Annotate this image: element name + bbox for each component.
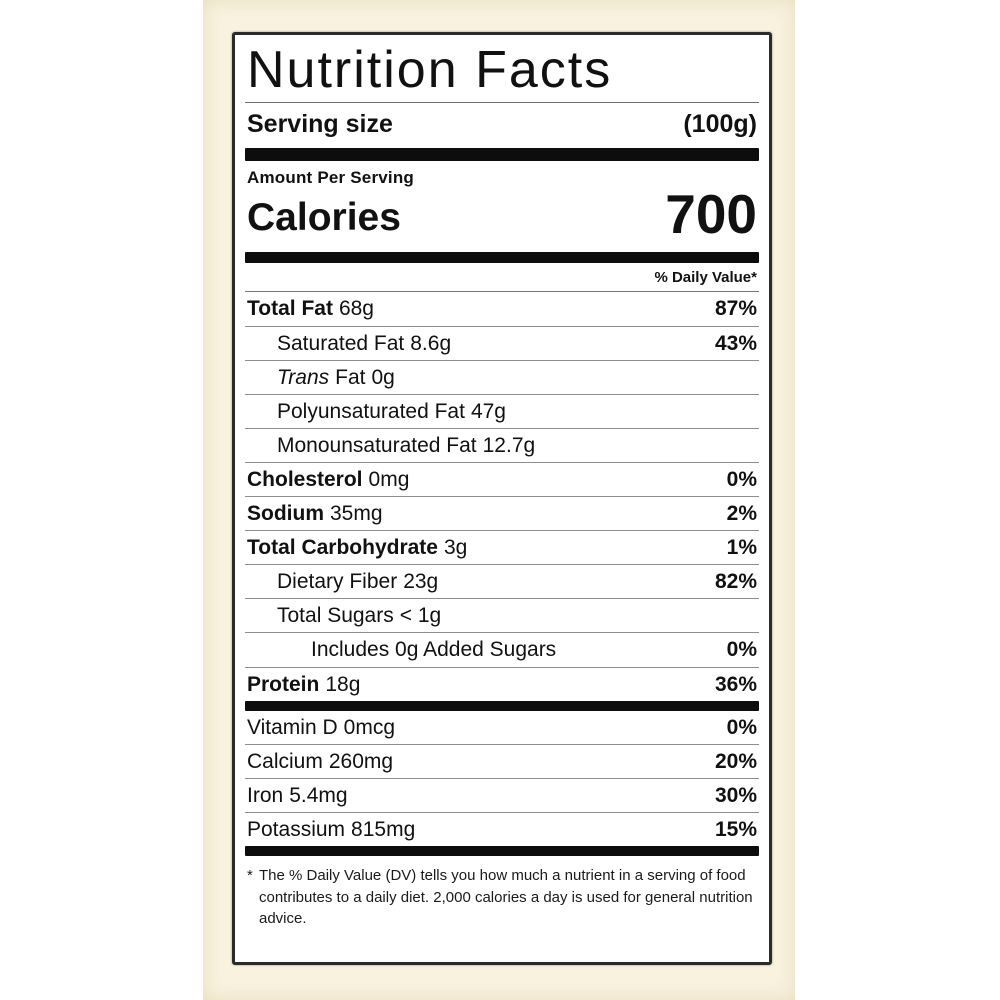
nutrient-name: Iron (247, 783, 284, 807)
micronutrient-row-potassium: Potassium 815mg 15% (245, 813, 759, 846)
serving-size-value: (100g) (683, 110, 757, 139)
nutrient-dv: 30% (714, 783, 757, 807)
daily-value-footnote: * The % Daily Value (DV) tells you how m… (245, 856, 759, 934)
nutrient-name-italic: Trans (277, 365, 330, 389)
nutrient-row-polyunsaturated-fat: Polyunsaturated Fat 47g (245, 395, 759, 429)
nutrient-row-monounsaturated-fat: Monounsaturated Fat 12.7g (245, 429, 759, 463)
nutrient-row-total-fat: Total Fat 68g 87% (245, 292, 759, 327)
nutrient-row-trans-fat: Trans Fat 0g (245, 361, 759, 395)
nutrient-name: Fat (335, 365, 366, 389)
nutrient-dv: 0% (726, 638, 757, 662)
nutrient-name: Potassium (247, 817, 346, 841)
nutrition-facts-label: Nutrition Facts Serving size (100g) Amou… (232, 32, 772, 965)
nutrient-amount: 0mg (368, 467, 410, 491)
nutrient-name: Sodium (247, 502, 324, 526)
nutrient-row-total-sugars: Total Sugars < 1g (245, 599, 759, 634)
label-backdrop: Nutrition Facts Serving size (100g) Amou… (203, 0, 795, 1000)
nutrient-name: Saturated Fat (277, 331, 405, 355)
nutrient-dv: 1% (726, 536, 757, 560)
calories-label: Calories (247, 195, 401, 239)
nutrient-name: Calcium (247, 749, 323, 773)
thick-divider-protein (245, 700, 759, 711)
nutrient-name: Dietary Fiber (277, 570, 398, 594)
micronutrient-row-vitamin-d: Vitamin D 0mcg 0% (245, 711, 759, 745)
nutrient-name: Polyunsaturated Fat (277, 399, 465, 423)
calories-row: Calories 700 (245, 183, 759, 246)
nutrient-row-protein: Protein 18g 36% (245, 668, 759, 701)
nutrient-name: Total Sugars (277, 604, 394, 628)
nutrient-name: Total Fat (247, 297, 333, 321)
label-title: Nutrition Facts (245, 39, 759, 104)
micronutrient-row-calcium: Calcium 260mg 20% (245, 745, 759, 779)
nutrient-name: Monounsaturated Fat (277, 433, 477, 457)
serving-size-label: Serving size (247, 110, 393, 139)
thick-divider-top (245, 148, 759, 162)
nutrient-amount: 18g (325, 672, 361, 696)
nutrient-amount: 3g (443, 536, 468, 560)
daily-value-header: % Daily Value* (245, 263, 759, 293)
nutrient-amount: 260mg (328, 749, 394, 773)
thick-divider-bottom (245, 845, 759, 856)
nutrient-row-added-sugars: Includes 0g Added Sugars 0% (245, 633, 759, 668)
nutrient-dv: 82% (714, 570, 757, 594)
nutrient-row-sodium: Sodium 35mg 2% (245, 497, 759, 532)
nutrient-amount: 815mg (351, 817, 416, 841)
nutrient-amount: 35mg (330, 502, 383, 526)
nutrient-row-saturated-fat: Saturated Fat 8.6g 43% (245, 327, 759, 361)
serving-size-row: Serving size (100g) (245, 103, 759, 148)
nutrient-name: Vitamin D (247, 715, 338, 739)
nutrient-amount: 0g (371, 365, 395, 389)
nutrient-amount: 8.6g (410, 331, 452, 355)
calories-value: 700 (665, 183, 757, 246)
nutrient-dv: 0% (726, 715, 757, 739)
nutrient-dv: 36% (714, 672, 757, 696)
nutrient-amount: 68g (338, 297, 374, 321)
nutrient-name: Total Carbohydrate (247, 536, 438, 560)
nutrient-name: Cholesterol (247, 467, 363, 491)
nutrient-row-total-carbohydrate: Total Carbohydrate 3g 1% (245, 531, 759, 566)
amount-per-serving-label: Amount Per Serving (247, 168, 415, 188)
nutrient-row-dietary-fiber: Dietary Fiber 23g 82% (245, 565, 759, 600)
micronutrient-row-iron: Iron 5.4mg 30% (245, 779, 759, 813)
nutrient-amount: 0mcg (343, 715, 396, 739)
nutrient-dv: 0% (726, 467, 757, 491)
thick-divider-calories (245, 252, 759, 264)
nutrient-amount: < 1g (399, 604, 442, 628)
nutrient-amount: 5.4mg (289, 783, 348, 807)
nutrient-amount: 47g (470, 399, 506, 423)
nutrient-amount: 12.7g (482, 433, 536, 457)
nutrient-dv: 2% (726, 502, 757, 526)
footnote-text: The % Daily Value (DV) tells you how muc… (259, 866, 753, 928)
nutrient-amount: 23g (403, 570, 439, 594)
nutrient-dv: 15% (714, 817, 757, 841)
nutrient-name: Protein (247, 672, 320, 696)
footnote-marker: * (247, 866, 253, 884)
nutrient-name: Includes 0g Added Sugars (311, 638, 557, 662)
nutrient-dv: 43% (714, 331, 757, 355)
nutrient-row-cholesterol: Cholesterol 0mg 0% (245, 463, 759, 498)
nutrient-dv: 87% (714, 297, 757, 321)
nutrient-dv: 20% (714, 749, 757, 773)
